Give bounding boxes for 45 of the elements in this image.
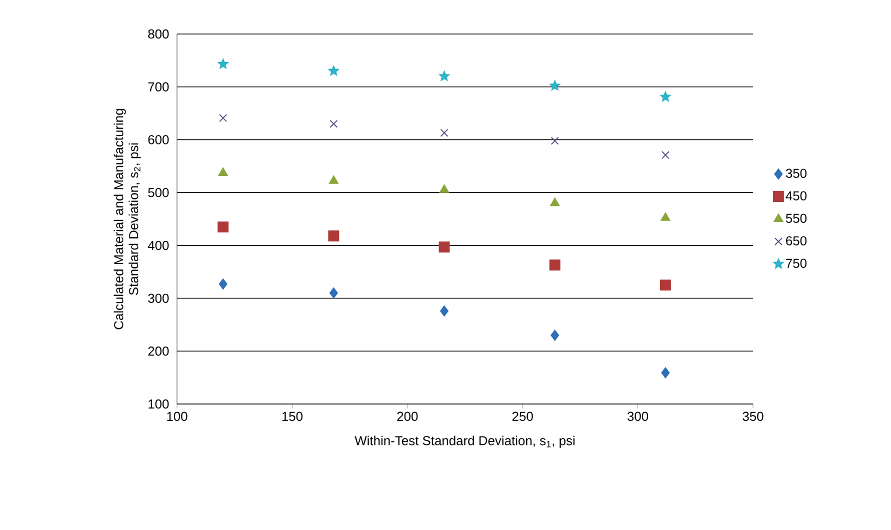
point — [219, 114, 228, 122]
x-tick-label: 350 — [742, 412, 764, 421]
point — [660, 280, 671, 291]
point — [329, 288, 338, 298]
point — [550, 80, 560, 90]
point — [661, 151, 670, 160]
y-tick-label: 600 — [148, 135, 169, 144]
point — [328, 230, 340, 242]
legend-label: 750 — [786, 258, 807, 268]
point — [550, 330, 560, 341]
y-tick-label: 800 — [148, 29, 169, 39]
point — [549, 260, 560, 270]
point — [660, 212, 670, 221]
y-tick-label: 200 — [148, 346, 169, 356]
y-tick-label: 700 — [148, 82, 169, 92]
legend-label: 350 — [786, 168, 807, 178]
point — [218, 168, 228, 176]
point — [439, 70, 450, 81]
x-tick-label: 250 — [512, 412, 533, 421]
y-tick-label: 100 — [148, 399, 169, 409]
point — [218, 278, 228, 290]
point — [218, 221, 229, 232]
point — [440, 305, 449, 316]
point — [661, 367, 670, 378]
point — [439, 184, 450, 193]
y-tick-label: 500 — [148, 188, 169, 198]
legend-label: 650 — [786, 236, 807, 246]
y-tick-label: 300 — [148, 294, 169, 303]
x-tick-label: 100 — [167, 412, 188, 421]
x-tick-label: 150 — [282, 412, 303, 421]
x-tick-label: 300 — [628, 412, 648, 421]
legend-label: 450 — [786, 191, 807, 200]
point — [550, 136, 559, 145]
point — [438, 242, 450, 252]
point — [440, 128, 448, 137]
point — [328, 175, 338, 184]
point — [218, 58, 228, 69]
x-tick-label: 200 — [397, 412, 418, 421]
point — [550, 198, 560, 206]
legend-label: 550 — [786, 214, 807, 223]
x-axis-title: Within-Test Standard Deviation, s$_{1}$, psi — [354, 436, 574, 448]
point — [328, 66, 339, 76]
point — [660, 91, 671, 102]
point — [330, 120, 338, 128]
y-tick-label: 400 — [148, 240, 169, 250]
